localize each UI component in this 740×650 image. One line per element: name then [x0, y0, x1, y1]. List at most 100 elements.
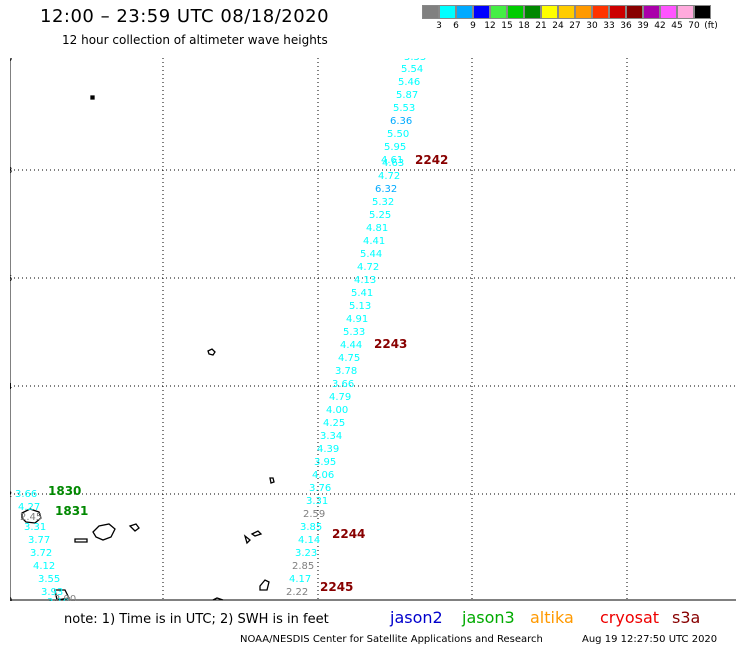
- swh-value: 3.34: [320, 431, 342, 442]
- swh-value: 5.33: [343, 327, 365, 338]
- island-d: [74, 538, 88, 543]
- y-tick-label: 10: [10, 596, 12, 601]
- swh-value: 4.72: [378, 171, 400, 182]
- colorbar-swatch-9: [575, 5, 592, 19]
- track-id-label: 1830: [48, 484, 81, 498]
- swh-value: 3.66: [332, 379, 354, 390]
- grid-lines: [10, 58, 736, 601]
- colorbar-label: (ft): [704, 21, 718, 31]
- swh-value: 3.77: [28, 535, 50, 546]
- colorbar-label: 21: [535, 21, 547, 31]
- swh-value: 4.14: [298, 535, 320, 546]
- swh-value: 5.41: [351, 288, 373, 299]
- colorbar: [422, 5, 711, 19]
- swh-value: 2.59: [303, 509, 325, 520]
- y-tick-label: 20: [10, 58, 12, 63]
- island-outlines: [21, 95, 275, 601]
- swh-value: 3.55: [38, 574, 60, 585]
- track-labels: 2242 2243 2244 2245 1830 1831: [48, 153, 448, 594]
- island-f: [243, 534, 251, 545]
- swh-value: 3.72: [30, 548, 52, 559]
- island-c: [92, 523, 116, 541]
- track-id-label: 2242: [415, 153, 448, 167]
- swh-value: 4.61: [381, 155, 403, 166]
- colorbar-swatch-6: [524, 5, 541, 19]
- swh-value: 4.13: [354, 275, 376, 286]
- colorbar-label: 33: [603, 21, 615, 31]
- colorbar-swatch-8: [558, 5, 575, 19]
- colorbar-swatch-16: [694, 5, 711, 19]
- swh-value: 4.72: [357, 262, 379, 273]
- swh-value: 4.63: [382, 158, 404, 169]
- swh-value: 3.23: [295, 548, 317, 559]
- y-tick-label: 14: [10, 382, 12, 391]
- colorbar-label: 18: [518, 21, 530, 31]
- colorbar-label: 42: [654, 21, 666, 31]
- swh-value: 4.44: [340, 340, 362, 351]
- swh-value: 4.41: [363, 236, 385, 247]
- swh-value: 6.32: [375, 184, 397, 195]
- swh-value: 5.25: [369, 210, 391, 221]
- swh-value: 4.25: [323, 418, 345, 429]
- swh-value: 3.93: [41, 587, 63, 598]
- colorbar-swatch-7: [541, 5, 558, 19]
- island-g: [250, 530, 263, 537]
- track-id-label: 2243: [374, 337, 407, 351]
- footer-credit: NOAA/NESDIS Center for Satellite Applica…: [240, 634, 543, 645]
- colorbar-swatch-5: [507, 5, 524, 19]
- footer-timestamp: Aug 19 12:27:50 UTC 2020: [582, 634, 718, 645]
- swh-value: 5.53: [404, 58, 426, 63]
- colorbar-label: 39: [637, 21, 649, 31]
- island-b: [269, 477, 275, 484]
- satellite-cryosat: cryosat: [600, 608, 660, 627]
- colorbar-label: 12: [484, 21, 496, 31]
- swh-value: 4.06: [312, 470, 334, 481]
- colorbar-label: 36: [620, 21, 632, 31]
- swh-value: 4.27: [18, 502, 40, 513]
- colorbar-swatch-1: [439, 5, 456, 19]
- map-svg: 201816141210 165168171174177 5.535.545.4…: [0, 52, 736, 611]
- colorbar-swatch-3: [473, 5, 490, 19]
- swh-value: 3.66: [15, 489, 37, 500]
- swh-value: 4.39: [317, 444, 339, 455]
- colorbar-label: 70: [688, 21, 700, 31]
- track-id-label: 2245: [320, 580, 353, 594]
- y-tick-label: 18: [10, 166, 12, 175]
- island-e: [128, 523, 140, 532]
- island-majuro: [259, 579, 270, 591]
- swh-value: 5.32: [372, 197, 394, 208]
- swh-value: 2.45: [20, 512, 42, 523]
- note-text: note: 1) Time is in UTC; 2) SWH is in fe…: [64, 612, 329, 627]
- colorbar-swatch-10: [592, 5, 609, 19]
- colorbar-label: 24: [552, 21, 564, 31]
- swh-value: 5.54: [401, 64, 423, 75]
- island-a: [207, 348, 216, 356]
- swh-value: 2.85: [292, 561, 314, 572]
- satellite-jason3: jason3: [462, 608, 515, 627]
- colorbar-swatch-11: [609, 5, 626, 19]
- track-id-label: 1831: [55, 504, 88, 518]
- colorbar-swatch-15: [677, 5, 694, 19]
- swh-value: 4.17: [289, 574, 311, 585]
- swh-value: 4.91: [346, 314, 368, 325]
- colorbar-swatch-2: [456, 5, 473, 19]
- island-wake: [90, 95, 95, 100]
- swh-value: 2.90: [54, 594, 76, 601]
- swh-value: 3.78: [335, 366, 357, 377]
- colorbar-label: 3: [436, 21, 442, 31]
- swh-value: 5.46: [398, 77, 420, 88]
- y-tick-label: 16: [10, 274, 12, 283]
- colorbar-label: 15: [501, 21, 513, 31]
- colorbar-swatch-12: [626, 5, 643, 19]
- chart-title: 12:00 – 23:59 UTC 08/18/2020: [40, 6, 330, 27]
- swh-value: 4.00: [326, 405, 348, 416]
- swh-value: 3.95: [314, 457, 336, 468]
- colorbar-label: 6: [453, 21, 459, 31]
- swh-value: 3.31: [306, 496, 328, 507]
- swh-value: 5.50: [387, 129, 409, 140]
- swh-value: 4.81: [366, 223, 388, 234]
- swh-value: 5.95: [384, 142, 406, 153]
- swh-value: 5.13: [349, 301, 371, 312]
- swh-points: 5.535.545.465.875.536.365.505.954.614.63…: [15, 52, 426, 608]
- swh-value: 5.44: [360, 249, 382, 260]
